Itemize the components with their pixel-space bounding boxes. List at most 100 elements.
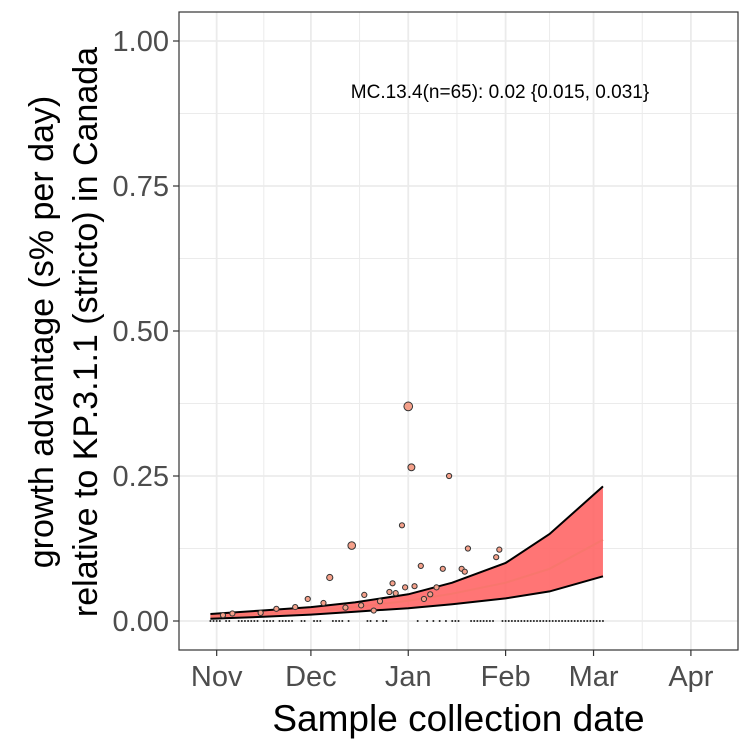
data-point: [358, 602, 365, 609]
data-point: [433, 584, 440, 591]
fit-line: [210, 538, 604, 618]
zero-data-point: [243, 620, 246, 622]
zero-data-point: [476, 620, 479, 622]
zero-data-point: [598, 620, 601, 622]
data-point: [427, 591, 434, 598]
zero-data-point: [482, 620, 485, 622]
zero-data-point: [595, 620, 598, 622]
y-axis-title-line-1: growth advantage (s% per day): [23, 96, 61, 568]
data-point: [326, 573, 334, 582]
data-point: [411, 583, 418, 590]
zero-data-point: [313, 620, 316, 622]
zero-data-point: [215, 620, 218, 622]
zero-data-point: [536, 620, 539, 622]
y-axis-title-line-2: relative to KP.3.1.1 (stricto) in Canada: [67, 47, 105, 617]
zero-data-point: [567, 620, 570, 622]
zero-data-point: [284, 620, 287, 622]
zero-data-point: [592, 620, 595, 622]
zero-data-point: [444, 620, 447, 622]
y-tick-label: 1.00: [113, 26, 169, 58]
zero-data-point: [303, 620, 306, 622]
data-point: [402, 584, 409, 591]
zero-data-point: [269, 620, 272, 622]
zero-data-point: [504, 620, 507, 622]
data-point: [407, 463, 416, 472]
zero-data-point: [240, 620, 243, 622]
zero-data-point: [281, 620, 284, 622]
data-point: [273, 605, 280, 612]
zero-data-point: [278, 620, 281, 622]
zero-data-point: [551, 620, 554, 622]
zero-data-point: [576, 620, 579, 622]
data-point: [361, 591, 368, 599]
data-point: [292, 603, 299, 611]
zero-data-point: [573, 620, 576, 622]
confidence-ribbon-layer: [210, 485, 604, 620]
x-axis-title: Sample collection date: [272, 698, 644, 739]
zero-data-point: [237, 620, 240, 622]
zero-data-point: [287, 620, 290, 622]
zero-data-point: [451, 620, 454, 622]
data-point: [398, 522, 406, 529]
data-point: [420, 595, 428, 603]
zero-data-point: [526, 620, 529, 622]
ribbon-lower-bound: [210, 575, 604, 620]
data-point: [464, 545, 472, 552]
zero-data-point: [485, 620, 488, 622]
y-tick-label: 0.75: [113, 171, 169, 203]
data-point: [493, 554, 500, 561]
zero-data-point: [529, 620, 532, 622]
x-tick-label: Dec: [285, 661, 337, 693]
x-axis-ticks: Nov Dec Jan Feb Mar Apr: [191, 650, 714, 693]
zero-data-point: [291, 620, 294, 622]
data-point: [257, 609, 264, 616]
data-point: [370, 607, 377, 614]
zero-data-point: [523, 620, 526, 622]
zero-data-point: [218, 620, 221, 622]
zero-data-point: [253, 620, 256, 622]
zero-data-point: [532, 620, 535, 622]
zero-data-point: [570, 620, 573, 622]
zero-data-point: [369, 620, 372, 622]
zero-data-point: [375, 620, 378, 622]
zero-data-point: [316, 620, 319, 622]
zero-data-point: [492, 620, 495, 622]
zero-data-point: [554, 620, 557, 622]
zero-data-point: [331, 620, 334, 622]
x-tick-label: Mar: [569, 661, 619, 693]
zero-data-point: [479, 620, 482, 622]
data-point: [320, 599, 327, 607]
data-point: [392, 590, 399, 597]
zero-data-point: [548, 620, 551, 622]
zero-data-point: [209, 620, 212, 622]
zero-data-point: [470, 620, 473, 622]
zero-data-point: [432, 620, 435, 622]
zero-data-point: [416, 620, 419, 622]
y-tick-label: 0.25: [113, 461, 169, 493]
data-point: [376, 598, 384, 605]
zero-data-point: [514, 620, 517, 622]
data-point: [304, 595, 311, 603]
zero-data-point: [366, 620, 369, 622]
data-point: [403, 401, 414, 412]
zero-data-point: [347, 620, 350, 622]
zero-data-point: [300, 620, 303, 622]
zero-data-point: [385, 620, 388, 622]
zero-data-point: [601, 620, 604, 622]
x-tick-label: Feb: [481, 661, 531, 693]
x-tick-label: Jan: [385, 661, 432, 693]
zero-data-point: [256, 620, 259, 622]
data-point: [386, 588, 393, 596]
zero-data-point: [557, 620, 560, 622]
zero-data-point: [247, 620, 250, 622]
zero-data-point: [319, 620, 322, 622]
data-point: [342, 604, 349, 611]
y-tick-label: 0.00: [113, 606, 169, 638]
data-point: [229, 610, 236, 617]
zero-data-point: [542, 620, 545, 622]
zero-data-point: [473, 620, 476, 622]
zero-data-point: [454, 620, 457, 622]
chart-annotation: MC.13.4(n=65): 0.02 {0.015, 0.031}: [351, 82, 649, 103]
data-point: [417, 562, 424, 570]
